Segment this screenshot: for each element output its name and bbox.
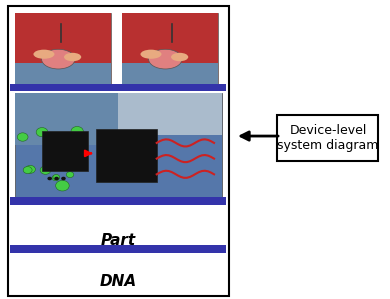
Circle shape — [56, 180, 69, 191]
Circle shape — [54, 177, 59, 180]
Ellipse shape — [42, 49, 75, 69]
FancyBboxPatch shape — [10, 245, 226, 253]
Circle shape — [53, 175, 60, 180]
FancyBboxPatch shape — [122, 59, 218, 84]
FancyBboxPatch shape — [15, 13, 111, 84]
FancyBboxPatch shape — [277, 115, 378, 161]
Circle shape — [40, 166, 51, 174]
Ellipse shape — [171, 53, 188, 61]
FancyBboxPatch shape — [42, 132, 88, 171]
Text: Device-level
system diagram: Device-level system diagram — [277, 124, 379, 152]
Text: DNA: DNA — [100, 274, 137, 289]
Ellipse shape — [140, 50, 161, 59]
FancyBboxPatch shape — [96, 129, 157, 181]
FancyBboxPatch shape — [122, 13, 218, 84]
FancyBboxPatch shape — [15, 93, 129, 145]
Circle shape — [66, 172, 74, 178]
Circle shape — [48, 177, 52, 180]
Circle shape — [43, 139, 51, 145]
Circle shape — [61, 177, 66, 180]
Circle shape — [71, 126, 83, 136]
FancyBboxPatch shape — [15, 59, 111, 84]
Circle shape — [23, 167, 32, 173]
Circle shape — [47, 150, 54, 155]
FancyBboxPatch shape — [10, 84, 226, 91]
FancyBboxPatch shape — [15, 93, 222, 197]
Circle shape — [17, 133, 28, 141]
Text: Part: Part — [101, 233, 136, 248]
Ellipse shape — [64, 53, 81, 61]
Circle shape — [25, 165, 35, 173]
FancyBboxPatch shape — [15, 13, 111, 63]
FancyBboxPatch shape — [122, 13, 218, 63]
Circle shape — [52, 175, 59, 181]
FancyBboxPatch shape — [119, 93, 222, 135]
Circle shape — [36, 128, 48, 137]
FancyBboxPatch shape — [8, 6, 229, 296]
Ellipse shape — [34, 50, 55, 59]
FancyBboxPatch shape — [10, 197, 226, 205]
Ellipse shape — [149, 49, 182, 69]
